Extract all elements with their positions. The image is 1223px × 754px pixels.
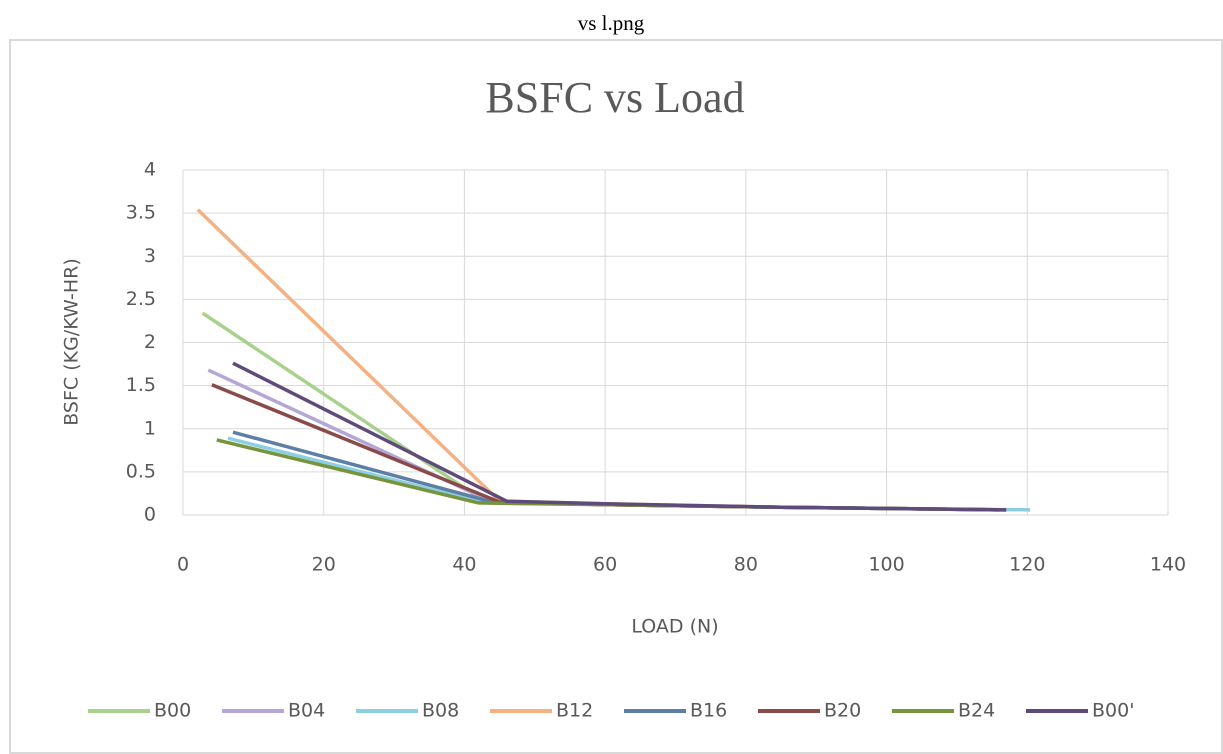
x-tick-label: 80: [734, 554, 758, 576]
legend-label: B12: [556, 700, 593, 722]
chart-title: BSFC vs Load: [485, 73, 744, 122]
x-tick-label: 40: [452, 554, 476, 576]
legend-label: B20: [824, 700, 861, 722]
x-tick-label: 20: [312, 554, 336, 576]
legend-label: B00': [1092, 700, 1134, 722]
x-tick-label: 0: [177, 554, 189, 576]
y-tick-label: 2.5: [126, 288, 156, 310]
legend-label: B04: [288, 700, 325, 722]
legend-label: B24: [958, 700, 995, 722]
y-tick-label: 1: [144, 417, 156, 439]
y-axis-label: BSFC (KG/KW-HR): [61, 258, 83, 426]
x-tick-label: 140: [1150, 554, 1186, 576]
legend-label: B00: [154, 700, 191, 722]
y-tick-label: 0: [144, 504, 156, 526]
y-tick-label: 2: [144, 331, 156, 353]
y-tick-label: 3.5: [126, 202, 156, 224]
legend-label: B16: [690, 700, 727, 722]
y-tick-label: 0.5: [126, 460, 156, 482]
chart-frame: [9, 39, 1223, 754]
y-tick-label: 4: [144, 159, 156, 181]
legend-label: B08: [422, 700, 459, 722]
series-line: [232, 361, 1007, 512]
x-tick-label: 120: [1009, 554, 1045, 576]
x-axis-label: LOAD (N): [631, 616, 718, 638]
caption: vs l.png: [578, 11, 645, 35]
y-tick-label: 1.5: [126, 374, 156, 396]
y-tick-label: 3: [144, 245, 156, 267]
x-tick-label: 100: [868, 554, 904, 576]
x-tick-label: 60: [593, 554, 617, 576]
